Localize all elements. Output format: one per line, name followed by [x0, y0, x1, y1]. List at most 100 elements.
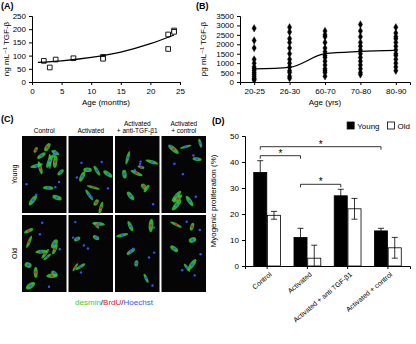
cell-nucleus: [135, 172, 138, 175]
tick-label: 10: [87, 87, 96, 96]
tick-mark: [242, 214, 245, 215]
plot-area: [254, 161, 402, 266]
tick-label: 150: [13, 38, 27, 47]
cell-nucleus: [191, 239, 194, 242]
tick: 0: [235, 262, 245, 271]
tick: 26-30: [280, 82, 301, 96]
cell-body: [126, 190, 136, 201]
tick-label: 50: [230, 132, 239, 141]
tick: 20: [230, 210, 245, 219]
cell-nucleus: [152, 203, 154, 205]
cell-nucleus: [134, 169, 136, 171]
cell-body: [143, 273, 150, 283]
cell-nucleus: [175, 204, 178, 207]
cell-nucleus: [170, 145, 172, 147]
tick: 25: [176, 82, 185, 96]
tick: 50: [230, 132, 245, 141]
tick-mark: [325, 82, 326, 85]
tick-label: 100: [13, 52, 27, 61]
cell-body: [48, 154, 51, 168]
cell-body: [130, 169, 143, 177]
error-cap: [351, 219, 357, 220]
cell-body: [145, 158, 159, 165]
tick-mark: [237, 63, 240, 64]
point: [394, 67, 398, 74]
cell-nucleus: [27, 230, 30, 233]
legend-swatch: [347, 122, 354, 129]
tick-mark: [121, 82, 122, 85]
cell-body: [27, 194, 38, 207]
cell-body: [170, 220, 183, 228]
tick-mark: [396, 82, 397, 85]
tick: 10: [230, 236, 245, 245]
tick: Activated + anti TGF-β1: [292, 266, 354, 324]
tick-label: 500: [221, 69, 235, 78]
error-bar: [274, 211, 275, 219]
micrograph: [115, 136, 160, 213]
x-axis: ControlActivatedActivated + anti TGF-β1A…: [246, 266, 411, 324]
tick: 40: [230, 158, 245, 167]
micrograph: [22, 215, 67, 292]
cell-nucleus: [90, 196, 92, 198]
cell-body: [148, 219, 154, 233]
tick: 80-90: [386, 82, 407, 96]
cell-nucleus: [173, 163, 175, 165]
tick-label: Activated + control: [345, 270, 394, 313]
cell-nucleus: [88, 194, 91, 197]
tick-label: 5: [60, 87, 65, 96]
cell-nucleus: [80, 162, 82, 164]
cell-nucleus: [48, 166, 50, 168]
cell-nucleus: [145, 277, 148, 280]
cell-body: [92, 165, 101, 177]
cell-nucleus: [140, 166, 143, 169]
cell-nucleus: [182, 173, 184, 175]
stain-name: BrdU: [103, 298, 121, 307]
error-bar: [260, 161, 261, 184]
cell-body: [126, 247, 136, 256]
point: [252, 37, 256, 44]
tick-label: 2000: [216, 40, 234, 49]
tick-mark: [32, 82, 33, 85]
tick: 0: [30, 82, 35, 96]
tick-label: 0: [22, 78, 27, 87]
tick: 3500: [216, 12, 240, 21]
tick-label: 20-25: [244, 87, 265, 96]
cell-nucleus: [192, 154, 194, 156]
cell-nucleus: [40, 154, 43, 157]
cell-body: [169, 244, 179, 253]
cell-body: [180, 144, 192, 150]
y-axis-title: ng mL⁻¹ TGF-β: [2, 21, 11, 76]
cell-body: [46, 273, 57, 278]
tick-label: 1000: [216, 59, 234, 68]
tick: Activated: [286, 266, 313, 294]
tick: 1500: [216, 50, 240, 59]
tick-mark: [237, 82, 240, 83]
y-axis: 0500100015002000250030003500: [216, 12, 240, 87]
micrograph-background: [22, 215, 67, 292]
cell-body: [37, 161, 44, 175]
error-cap: [351, 198, 357, 199]
axis-line: [33, 83, 181, 86]
tick-mark: [29, 29, 32, 30]
error-cap: [257, 184, 263, 185]
bar: [254, 172, 267, 266]
cell-nucleus: [188, 200, 191, 203]
micrograph-background: [115, 136, 160, 213]
y-axis-title: Myogenic proliferation (%): [209, 154, 218, 247]
micrograph-background: [162, 136, 207, 213]
tick-label: 20: [230, 210, 239, 219]
cell-nucleus: [97, 223, 100, 226]
cell-nucleus: [143, 185, 146, 188]
cell-nucleus: [95, 224, 98, 227]
point: [47, 65, 52, 70]
micrograph: [115, 215, 160, 292]
cell-nucleus: [123, 173, 126, 176]
cell-body: [50, 238, 59, 249]
point: [252, 75, 256, 82]
cell-body: [51, 149, 60, 156]
cell-body: [122, 169, 128, 178]
cell-nucleus: [186, 221, 188, 223]
tick-label: 80-90: [386, 87, 407, 96]
cell-nucleus: [44, 252, 47, 255]
cell-nucleus: [107, 187, 109, 189]
